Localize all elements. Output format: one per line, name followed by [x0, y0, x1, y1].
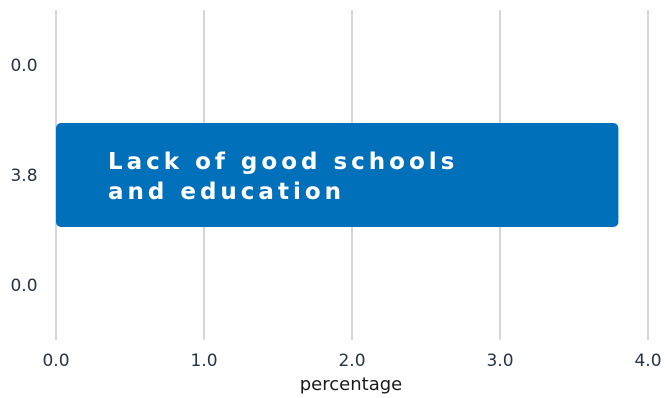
- x-axis-title: percentage: [300, 374, 402, 395]
- bar-label-line: Lack of good schools: [108, 149, 458, 175]
- category-value-labels: 0.0 3.8 0.0: [10, 56, 37, 296]
- x-tick-labels: 0.0 1.0 2.0 3.0 4.0: [42, 351, 661, 371]
- category-value-label: 3.8: [10, 166, 37, 186]
- bar-label-line: and education: [108, 179, 345, 205]
- x-tick-label: 0.0: [42, 351, 69, 371]
- bar: [56, 123, 619, 227]
- category-value-label: 0.0: [10, 56, 37, 76]
- category-value-label: 0.0: [10, 276, 37, 296]
- bars: Lack of good schools and education: [56, 123, 619, 227]
- x-tick-label: 2.0: [338, 351, 365, 371]
- x-tick-label: 1.0: [190, 351, 217, 371]
- x-tick-label: 3.0: [486, 351, 513, 371]
- x-tick-label: 4.0: [634, 351, 661, 371]
